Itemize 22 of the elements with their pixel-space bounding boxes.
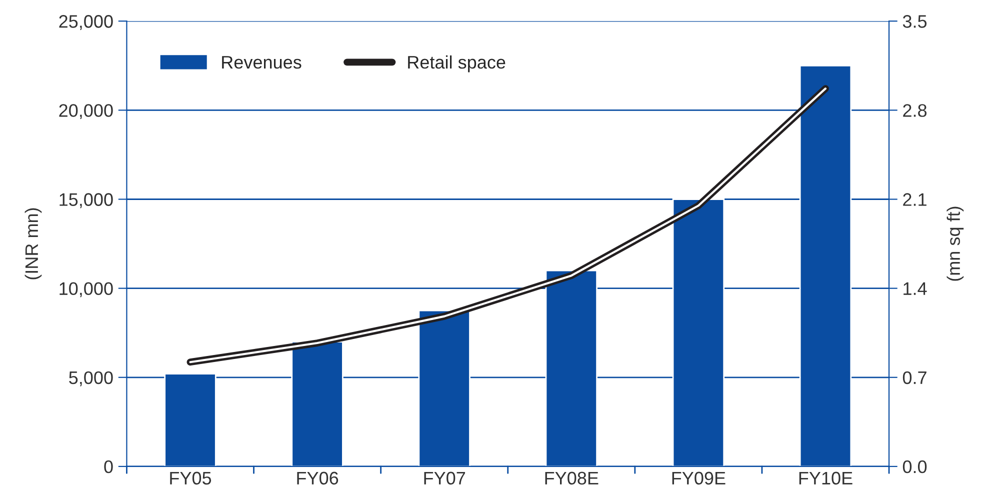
- y2-tick-label: 0.7: [902, 371, 926, 384]
- y-tick-label: 25,000: [59, 15, 113, 30]
- y2-tick-label: 0.0: [902, 460, 927, 474]
- y-tick-label: 0: [104, 460, 113, 474]
- x-tick-label: FY08E: [545, 472, 598, 485]
- legend-label: Retail space: [408, 55, 506, 72]
- y2-tick-label: 3.5: [902, 15, 927, 28]
- x-tick-label: FY10E: [799, 472, 852, 485]
- y2-tick-label: 1.4: [904, 282, 927, 295]
- y2-axis-title: (mn sq ft): [946, 206, 964, 281]
- y-tick-label: 10,000: [60, 282, 113, 298]
- y-tick-label: 5,000: [69, 371, 113, 386]
- y2-tick-label: 2.8: [903, 104, 927, 117]
- y-tick-label: 20,000: [59, 104, 113, 120]
- y2-tick-label: 2.1: [903, 193, 926, 206]
- x-tick-label: FY07: [424, 472, 466, 485]
- y-tick-label: 15,000: [60, 193, 113, 208]
- x-tick-label: FY06: [297, 472, 338, 485]
- x-tick-label: FY05: [170, 472, 212, 485]
- y-axis-title: (INR mn): [24, 208, 42, 280]
- x-tick-label: FY09E: [672, 472, 726, 485]
- legend-label: Revenues: [222, 56, 302, 69]
